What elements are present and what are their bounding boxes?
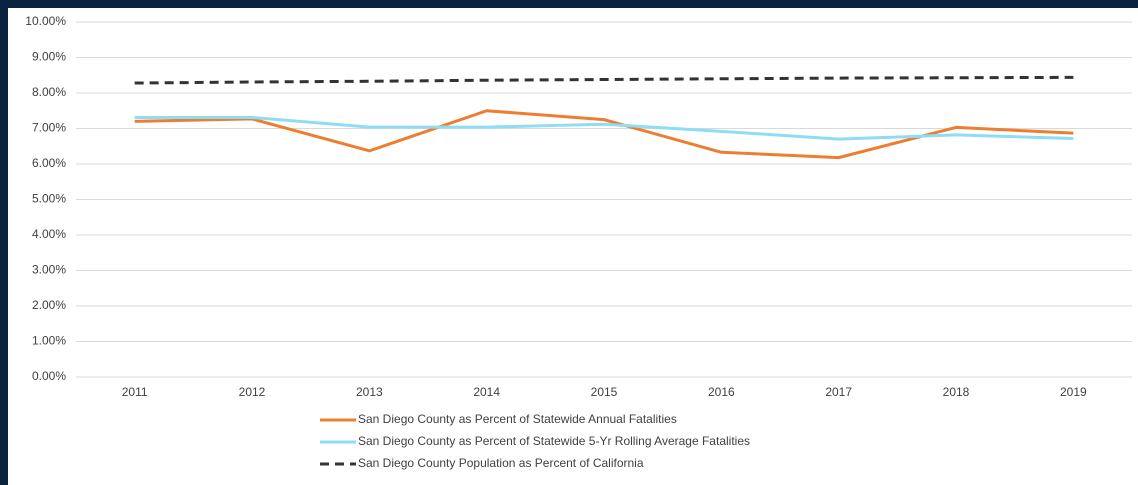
x-tick-label: 2019 <box>1060 385 1087 399</box>
legend-label: San Diego County as Percent of Statewide… <box>358 434 750 448</box>
x-tick-label: 2015 <box>591 385 618 399</box>
series-line <box>134 115 1074 141</box>
legend-label: San Diego County as Percent of Statewide… <box>358 412 677 426</box>
x-tick-label: 2012 <box>239 385 266 399</box>
legend-label: San Diego County Population as Percent o… <box>358 456 644 470</box>
y-tick-label: 0.00% <box>32 369 66 383</box>
x-tick-label: 2011 <box>122 385 148 399</box>
y-tick-label: 3.00% <box>32 263 66 277</box>
y-tick-label: 7.00% <box>32 121 66 135</box>
y-tick-label: 5.00% <box>32 192 66 206</box>
y-tick-label: 8.00% <box>32 85 66 99</box>
series-line <box>134 75 1074 85</box>
x-tick-label: 2017 <box>825 385 852 399</box>
chart-background <box>8 8 1138 485</box>
y-tick-label: 10.00% <box>25 14 66 28</box>
x-tick-label: 2018 <box>943 385 970 399</box>
y-tick-label: 6.00% <box>32 156 66 170</box>
y-tick-label: 1.00% <box>32 334 66 348</box>
y-tick-label: 9.00% <box>32 50 66 64</box>
y-tick-label: 2.00% <box>32 298 66 312</box>
x-tick-label: 2014 <box>473 385 500 399</box>
y-tick-label: 4.00% <box>32 227 66 241</box>
x-tick-label: 2013 <box>356 385 383 399</box>
x-tick-label: 2016 <box>708 385 735 399</box>
